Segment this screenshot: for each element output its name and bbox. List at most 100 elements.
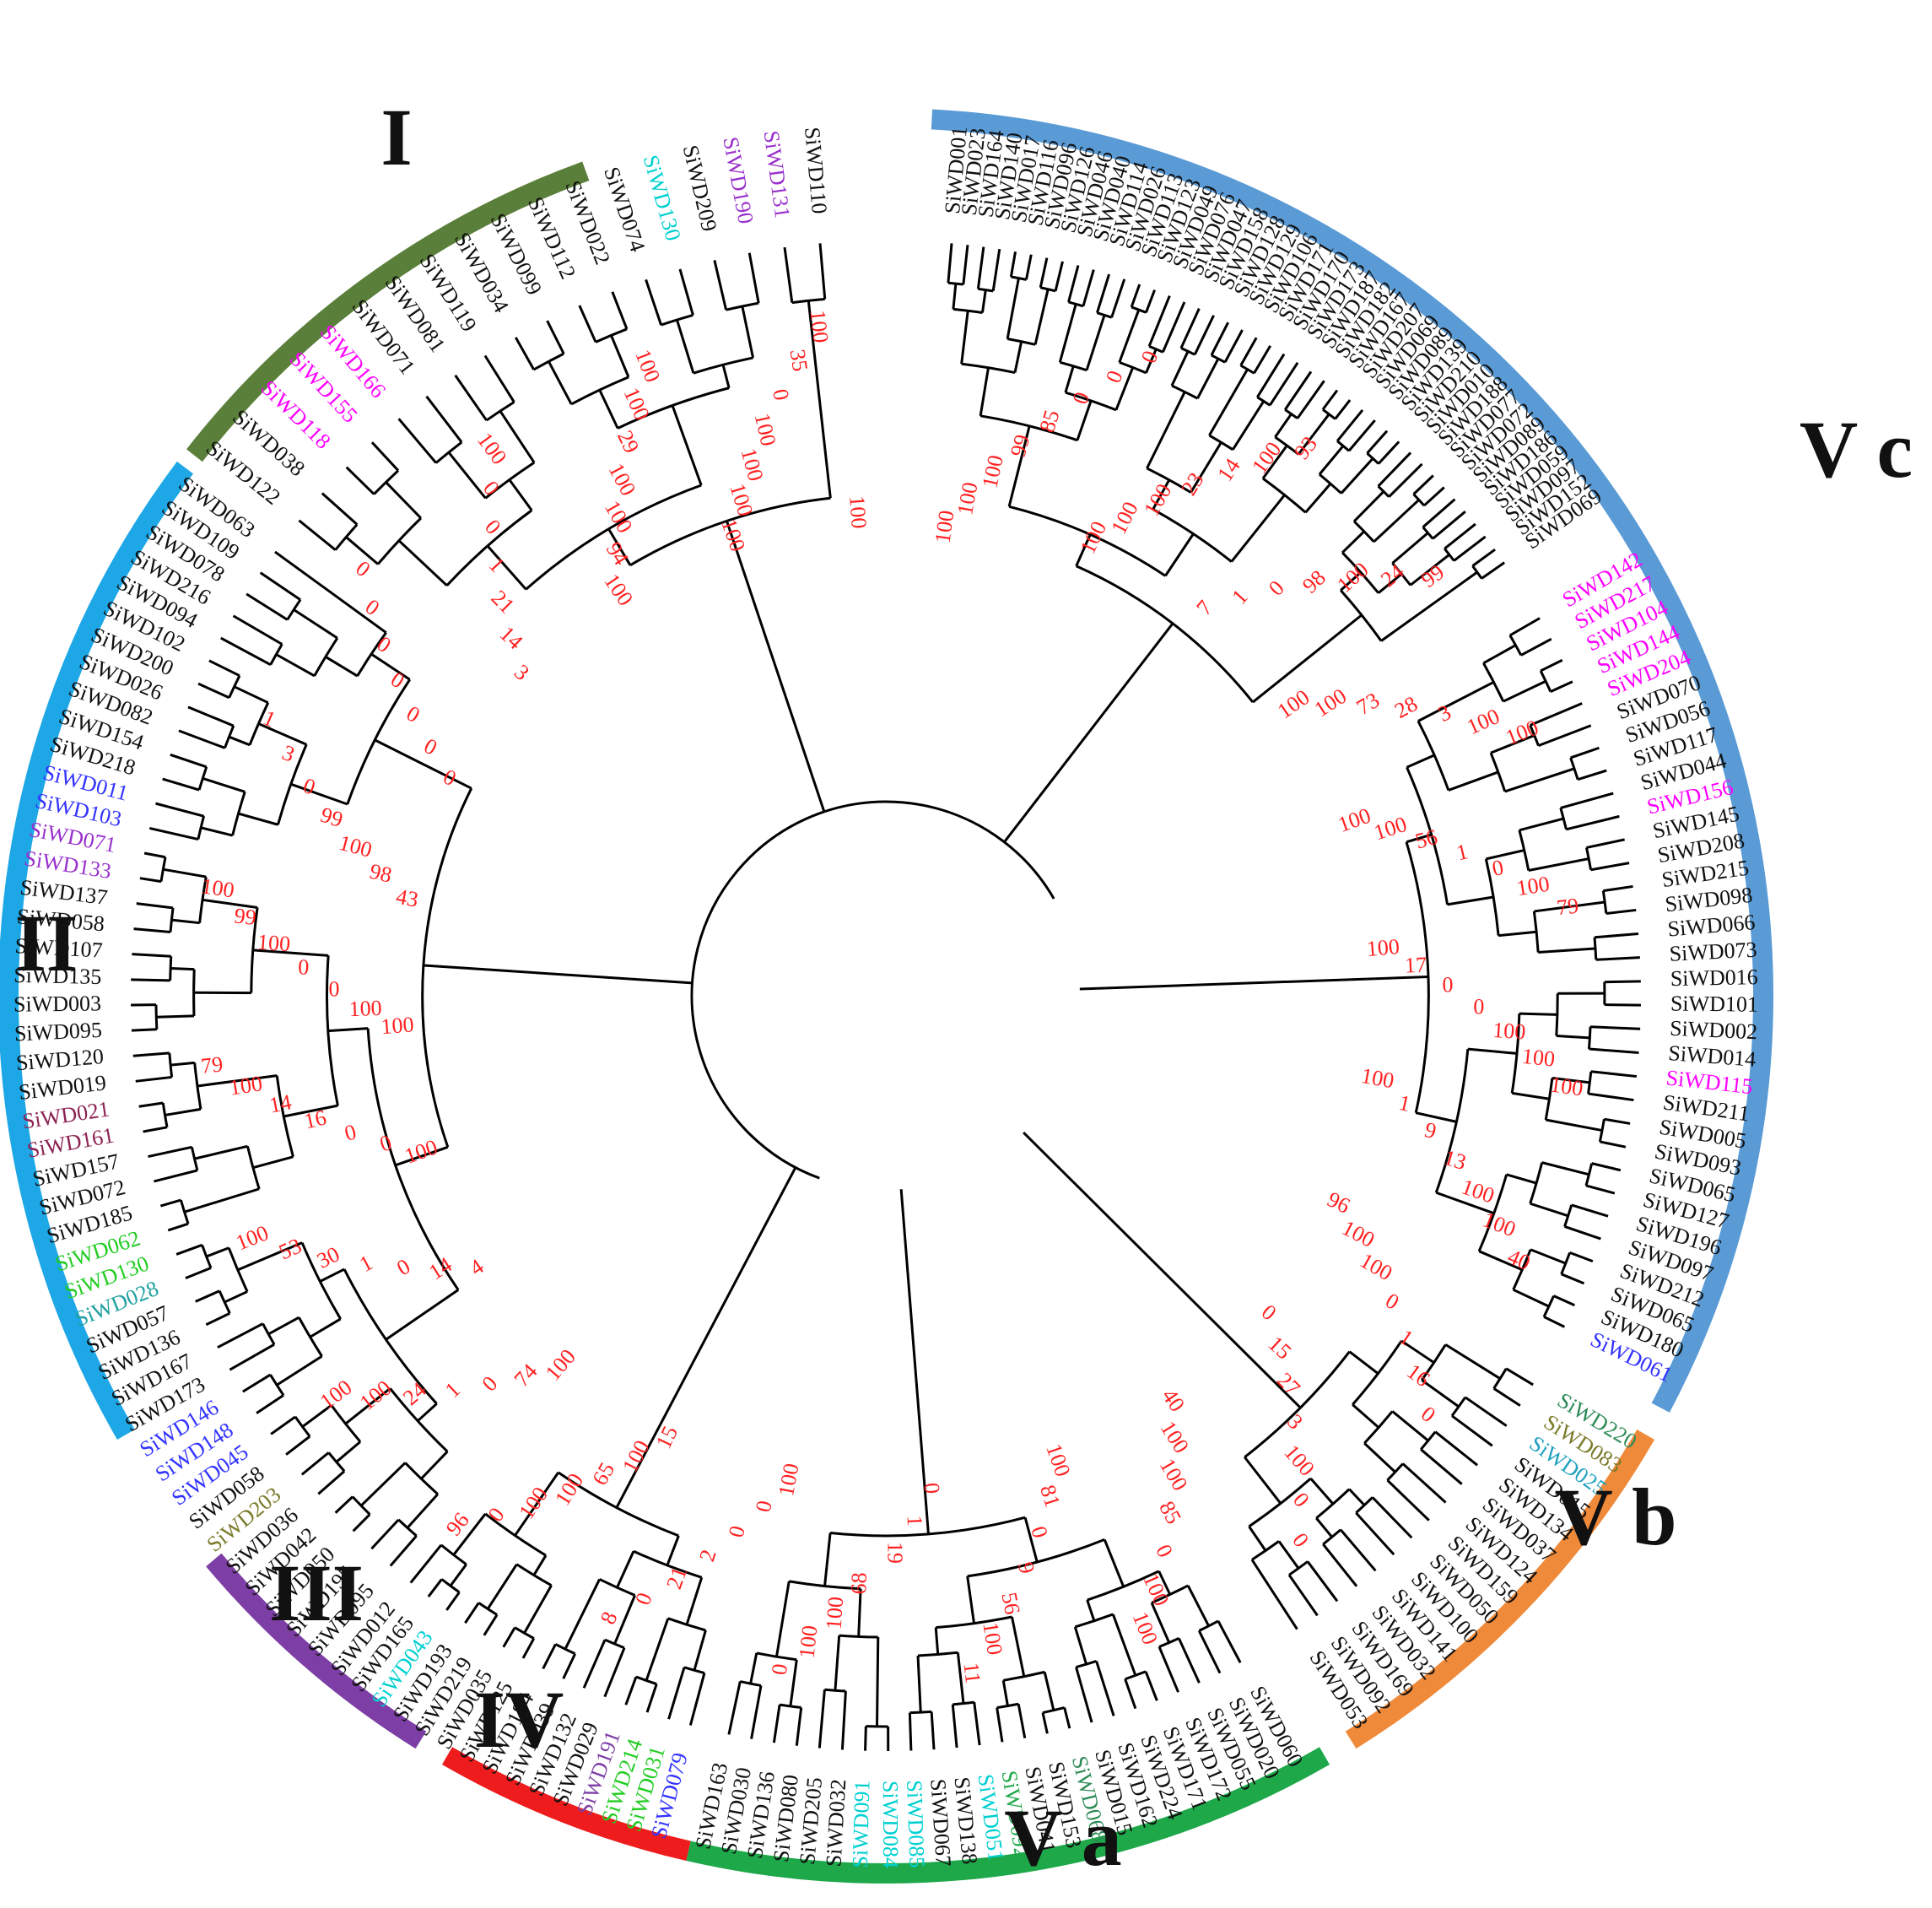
branch — [523, 1584, 553, 1634]
branch — [1577, 769, 1607, 781]
branch — [1586, 838, 1625, 849]
branch — [1530, 1202, 1569, 1218]
branch-arc — [1386, 1462, 1404, 1482]
branch — [195, 1289, 220, 1303]
leaf-label: SiWD209 — [678, 143, 722, 234]
branch — [344, 1387, 391, 1425]
branch — [486, 1563, 518, 1610]
leaf-label: SiWD003 — [13, 991, 101, 1016]
branch — [1366, 430, 1389, 455]
branch — [1197, 1630, 1222, 1674]
branch — [252, 949, 329, 957]
branch-arc — [1008, 505, 1167, 577]
branch — [1096, 273, 1111, 314]
branch — [1537, 724, 1592, 747]
bootstrap-value: 100 — [1106, 498, 1143, 538]
branch — [1377, 441, 1400, 465]
clade-label-i: I — [380, 92, 412, 182]
branch — [252, 1155, 294, 1170]
branch — [1334, 399, 1352, 420]
branch — [1010, 1616, 1026, 1678]
branch — [202, 898, 258, 909]
branch — [1340, 457, 1374, 495]
branch — [1118, 309, 1141, 363]
branch — [1606, 908, 1637, 915]
branch — [234, 685, 269, 705]
branch — [1352, 1403, 1380, 1429]
branch-arc — [788, 1580, 861, 1591]
branch — [270, 1415, 296, 1435]
branch — [406, 1493, 440, 1529]
bootstrap-value: 100 — [402, 1134, 440, 1168]
branch — [1386, 1479, 1430, 1522]
bootstrap-value: 99 — [317, 803, 345, 832]
bootstrap-value: 11 — [958, 1661, 985, 1684]
branch — [1315, 1517, 1333, 1538]
leaf-label: SiWD107 — [14, 933, 103, 963]
branch-arc — [515, 1563, 553, 1587]
bootstrap-value: 100 — [794, 1624, 822, 1660]
branch — [1471, 548, 1496, 567]
branch — [1513, 1288, 1550, 1308]
branch — [607, 528, 632, 566]
branch — [956, 1652, 965, 1704]
branch — [345, 466, 375, 495]
branch — [374, 738, 472, 790]
branch — [991, 248, 1001, 292]
branch — [445, 1592, 461, 1611]
branch — [1435, 1191, 1495, 1215]
branch-arc — [1039, 286, 1056, 293]
branch — [1505, 1367, 1534, 1386]
branch-arc — [1042, 1706, 1066, 1715]
branch-arc — [1529, 724, 1540, 747]
branch-arc — [1529, 1162, 1544, 1204]
branch — [370, 441, 400, 472]
root-arc — [690, 800, 1055, 1180]
bootstrap-value: 100 — [316, 1375, 357, 1414]
branch — [1377, 451, 1412, 488]
branch — [713, 260, 728, 311]
branch — [1283, 370, 1313, 411]
bootstrap-value: 99 — [1417, 559, 1449, 592]
branch — [135, 1075, 172, 1083]
bootstrap-value: 100 — [1156, 1417, 1194, 1457]
branch — [1076, 400, 1093, 441]
branch — [1150, 1602, 1171, 1644]
branch — [1498, 930, 1537, 938]
branch — [139, 877, 162, 884]
bootstrap-value: 9 — [1422, 1117, 1439, 1143]
branch — [807, 300, 832, 499]
branch — [1590, 862, 1630, 872]
branch-arc — [484, 1512, 547, 1557]
clade-stem — [1003, 622, 1174, 843]
branch — [1253, 344, 1272, 375]
branch — [397, 418, 437, 464]
branch — [259, 571, 301, 601]
branch — [1193, 315, 1215, 355]
bootstrap-value: 0 — [630, 1589, 657, 1608]
branch — [1304, 483, 1332, 514]
branch — [671, 404, 703, 486]
leaf-label: SiWD073 — [1669, 938, 1757, 966]
bootstrap-value: 100 — [1335, 803, 1374, 837]
branch-arc — [159, 857, 167, 882]
branch — [1073, 1626, 1088, 1665]
bootstrap-value: 35 — [785, 348, 813, 373]
branch-arc — [478, 1602, 498, 1616]
bootstrap-value: 3 — [1282, 1409, 1308, 1434]
branch — [170, 967, 195, 971]
branch-arc — [248, 702, 270, 746]
branch — [454, 374, 488, 421]
branch — [1453, 535, 1487, 562]
leaf-label: SiWD120 — [15, 1044, 105, 1075]
branch — [143, 851, 166, 859]
branch — [1269, 361, 1299, 407]
branch-arc — [1011, 275, 1027, 281]
branch-arc — [996, 1702, 1019, 1710]
branch — [237, 1241, 303, 1272]
branch — [934, 1627, 940, 1655]
branch — [1095, 1660, 1115, 1716]
branch-arc — [1284, 408, 1298, 419]
branch — [1232, 400, 1266, 451]
bootstrap-value: 1 — [902, 1515, 927, 1527]
